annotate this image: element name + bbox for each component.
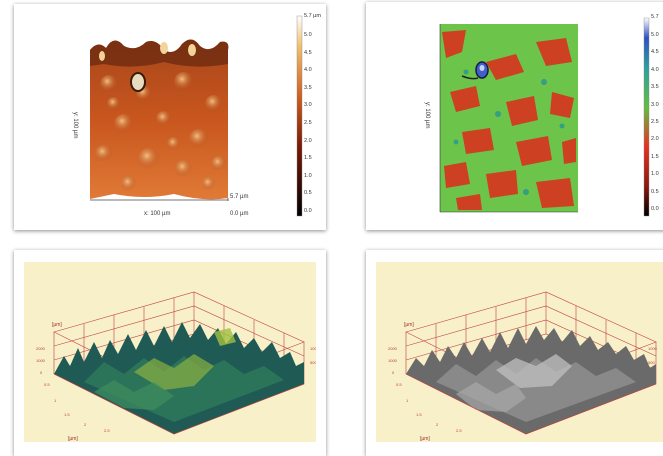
svg-text:2: 2 (84, 422, 87, 427)
colorbar-tick: 0.5 (304, 190, 312, 197)
colorbar-tick: 2.0 (304, 137, 312, 144)
copper-z-min: 0.0 µm (230, 211, 249, 217)
svg-text:1: 1 (54, 398, 57, 403)
afm-copper-panel: x: 100 µm y: 100 µm 5.7 µm 0.0 µm 5.7 µm… (14, 4, 326, 230)
colorbar-tick: 1.0 (304, 172, 312, 179)
svg-text:1000: 1000 (310, 346, 316, 351)
svg-text:2.5: 2.5 (104, 428, 110, 433)
green-red-map (439, 17, 650, 217)
colorbar-tick: 0.0 (304, 208, 312, 214)
colorbar-tick: 3.0 (304, 102, 312, 109)
svg-text:2000: 2000 (388, 346, 398, 351)
colorbar-tick: 0.5 (651, 188, 659, 195)
colorbar-tick: 4.0 (304, 67, 312, 74)
svg-text:2: 2 (436, 422, 439, 427)
teal-x-label: [µm] (68, 436, 78, 442)
svg-text:500: 500 (648, 360, 655, 365)
colorbar-tick: 4.5 (304, 49, 312, 56)
svg-text:0: 0 (40, 370, 43, 375)
teal-surface-panel: 2000 1000 0 0.5 1 1.5 2 2.5 1000 500 [µm] [µm] (14, 250, 326, 456)
svg-text:0: 0 (392, 370, 395, 375)
colorbar-tick: 5.0 (651, 32, 659, 38)
colorbar-tick: 1.5 (304, 155, 312, 162)
gray-x-label: [µm] (420, 436, 430, 442)
copper-y-label: y: 100 µm (72, 112, 78, 139)
copper-x-label: x: 100 µm (144, 211, 171, 217)
copper-surface-render (90, 15, 303, 217)
colorbar-tick: 3.5 (304, 84, 312, 91)
gray-z-label: [µm] (404, 322, 414, 328)
svg-text:1: 1 (406, 398, 409, 403)
colorbar-tick: 2.5 (304, 120, 312, 126)
colorbar-tick: 2.5 (651, 119, 659, 125)
copper-colorbar-top: 5.7 µm (304, 13, 321, 19)
svg-text:0.5: 0.5 (396, 382, 402, 387)
colorbar-tick: 4.0 (651, 66, 659, 73)
map-colorbar-top: 5.7 (651, 14, 659, 20)
colorbar-tick: 1.5 (651, 153, 659, 160)
svg-text:1000: 1000 (648, 346, 658, 351)
teal-3d-surface: 2000 1000 0 0.5 1 1.5 2 2.5 1000 500 (36, 291, 316, 435)
red-patches (442, 30, 576, 210)
map-colorbar (643, 17, 650, 217)
teal-z-label: [µm] (52, 322, 62, 328)
afm-map-panel: y: 100 µm 5.7 5.0 4.5 4.0 3.5 3.0 2.5 2.0 1.5 1.… (366, 2, 663, 230)
svg-text:2.5: 2.5 (456, 428, 462, 433)
svg-text:2000: 2000 (36, 346, 46, 351)
svg-text:0.5: 0.5 (44, 382, 50, 387)
svg-text:1.5: 1.5 (416, 412, 422, 417)
colorbar-tick: 3.0 (651, 101, 659, 108)
particle-blob (130, 72, 146, 92)
colorbar-tick: 1.0 (651, 171, 659, 178)
colorbar-tick: 5.0 (304, 32, 312, 38)
svg-text:1000: 1000 (36, 358, 46, 363)
svg-text:1000: 1000 (388, 358, 398, 363)
colorbar-tick: 0.0 (651, 206, 659, 212)
gray-3d-surface: 2000 1000 0 0.5 1 1.5 2 2.5 1000 500 (388, 291, 658, 435)
copper-colorbar (296, 15, 303, 217)
copper-z-max: 5.7 µm (230, 194, 249, 200)
map-y-label: y: 100 µm (424, 102, 430, 129)
surface-bumps (95, 72, 227, 192)
colorbar-tick: 3.5 (651, 84, 659, 91)
colorbar-tick: 4.5 (651, 49, 659, 56)
colorbar-tick: 2.0 (651, 136, 659, 143)
svg-text:500: 500 (310, 360, 316, 365)
gray-surface-panel: 2000 1000 0 0.5 1 1.5 2 2.5 1000 500 [µm] [µm] (366, 250, 663, 456)
svg-text:1.5: 1.5 (64, 412, 70, 417)
